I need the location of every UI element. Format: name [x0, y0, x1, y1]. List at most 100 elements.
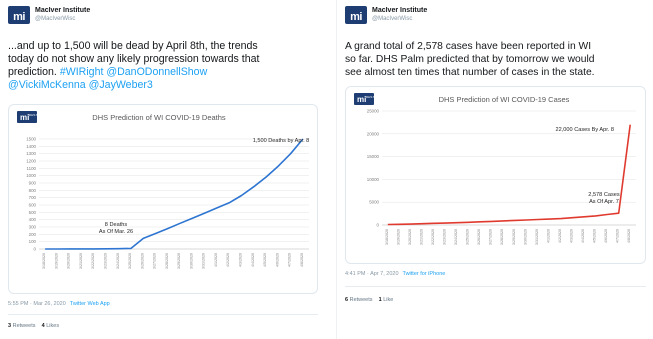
- y-tick-label: 0: [34, 247, 37, 252]
- x-tick-label: 3/24/2020: [116, 253, 120, 269]
- likes-stat[interactable]: 4 Likes: [41, 323, 60, 329]
- y-tick-label: 100: [29, 239, 37, 244]
- x-tick-label: 3/31/2020: [202, 253, 206, 269]
- chart-logo-text: mi: [357, 95, 366, 104]
- x-tick-label: 3/20/2020: [67, 253, 71, 269]
- tweet-text-line: see almost ten times that number of case…: [345, 67, 595, 78]
- deaths-chart: mi DHS Model DHS Prediction of WI COVID-19…: [17, 111, 310, 269]
- tweet-text-line: prediction. #WIRight @DanODonnellShow: [8, 66, 208, 78]
- y-tick-label: 0: [377, 223, 380, 228]
- retweets-stat[interactable]: 3 Retweets: [8, 323, 36, 329]
- tweet-timestamp[interactable]: 4:41 PM · Apr 7, 2020 Twitter for iPhone: [345, 271, 446, 277]
- x-tick-label: 4/2/2020: [558, 229, 562, 243]
- x-tick-label: 3/19/2020: [396, 229, 400, 245]
- tweet-timestamp[interactable]: 5:55 PM · Mar 26, 2020 Twitter Web App: [8, 301, 110, 307]
- y-tick-label: 800: [29, 188, 37, 193]
- y-tick-label: 1200: [26, 159, 36, 164]
- chart-logo-text: mi: [20, 113, 29, 122]
- y-tick-label: 20000: [367, 131, 380, 136]
- x-tick-label: 3/30/2020: [523, 229, 527, 245]
- x-tick-label: 3/22/2020: [431, 229, 435, 245]
- chart-annotation: 8 Deaths: [105, 222, 128, 228]
- author-name[interactable]: MacIver Institute: [35, 7, 91, 14]
- chart-annotation: 1,500 Deaths by Apr. 8: [253, 138, 310, 144]
- chart-title: DHS Prediction of WI COVID-19 Cases: [439, 95, 570, 104]
- x-tick-label: 3/28/2020: [500, 229, 504, 245]
- avatar[interactable]: mi: [8, 6, 30, 24]
- x-tick-label: 3/26/2020: [140, 253, 144, 269]
- x-tick-label: 3/23/2020: [104, 253, 108, 269]
- chart-logo-sub: DHS Model: [366, 95, 382, 99]
- x-tick-label: 4/4/2020: [581, 229, 585, 243]
- tweet-text-line: today do not show any likely progression…: [8, 53, 260, 65]
- author-handle[interactable]: @MacIverWisc: [35, 16, 76, 22]
- tweet-header: mi MacIver Institute @MacIverWisc: [345, 4, 427, 26]
- tweet-header: mi MacIver Institute @MacIverWisc: [8, 4, 90, 26]
- y-tick-label: 1300: [26, 151, 36, 156]
- x-tick-label: 4/5/2020: [593, 229, 597, 243]
- x-tick-label: 3/20/2020: [408, 229, 412, 245]
- tweet-source-link[interactable]: Twitter for iPhone: [402, 271, 446, 277]
- avatar[interactable]: mi: [345, 6, 367, 24]
- author-handle[interactable]: @MacIverWisc: [372, 16, 413, 22]
- x-tick-label: 3/27/2020: [153, 253, 157, 269]
- x-tick-label: 4/6/2020: [275, 253, 279, 267]
- tweet-text-line: A grand total of 2,578 cases have been r…: [345, 41, 592, 52]
- x-tick-label: 3/28/2020: [165, 253, 169, 269]
- x-tick-label: 3/25/2020: [128, 253, 132, 269]
- x-tick-label: 3/18/2020: [385, 229, 389, 245]
- x-tick-label: 3/21/2020: [79, 253, 83, 269]
- x-tick-label: 3/24/2020: [454, 229, 458, 245]
- divider: [8, 314, 318, 315]
- x-tick-label: 3/25/2020: [466, 229, 470, 245]
- chart-annotation: As Of Apr. 7: [589, 199, 619, 205]
- x-tick-label: 4/3/2020: [239, 253, 243, 267]
- x-tick-label: 3/31/2020: [535, 229, 539, 245]
- mention-link[interactable]: @DanODonnellShow: [106, 66, 208, 78]
- mention-link[interactable]: @VickiMcKenna @JayWeber3: [8, 79, 153, 91]
- divider: [345, 286, 646, 287]
- chart-annotation: 2,578 Cases: [588, 192, 620, 198]
- tweet-text-line: ...and up to 1,500 will be dead by April…: [8, 40, 258, 52]
- y-tick-label: 600: [29, 203, 37, 208]
- x-tick-label: 4/1/2020: [546, 229, 550, 243]
- y-tick-label: 15000: [367, 154, 380, 159]
- y-tick-label: 200: [29, 232, 37, 237]
- tweet-text-line: so far. DHS Palm predicted that by tomor…: [345, 54, 595, 65]
- y-tick-label: 700: [29, 195, 37, 200]
- y-tick-label: 1000: [26, 173, 36, 178]
- chart-card[interactable]: mi DHS Model DHS Prediction of WI COVID-19…: [345, 86, 646, 264]
- y-tick-label: 1400: [26, 144, 36, 149]
- author-name[interactable]: MacIver Institute: [372, 7, 428, 14]
- chart-logo-sub: DHS Model: [29, 113, 45, 117]
- x-tick-label: 4/4/2020: [251, 253, 255, 267]
- retweets-stat[interactable]: 6 Retweets: [345, 297, 373, 303]
- chart-annotation: 22,000 Cases By Apr. 8: [556, 127, 614, 133]
- x-tick-label: 3/30/2020: [189, 253, 193, 269]
- cases-chart: mi DHS Model DHS Prediction of WI COVID-19…: [354, 93, 636, 245]
- x-tick-label: 4/6/2020: [604, 229, 608, 243]
- tweet-left: mi MacIver Institute @MacIverWisc ...and…: [0, 0, 326, 339]
- chart-card[interactable]: mi DHS Model DHS Prediction of WI COVID-19…: [8, 104, 318, 294]
- x-tick-label: 4/3/2020: [570, 229, 574, 243]
- tweet-body: ...and up to 1,500 will be dead by April…: [8, 40, 259, 92]
- series-line: [387, 124, 631, 226]
- series-line: [45, 138, 304, 250]
- y-tick-label: 1500: [26, 137, 36, 142]
- x-tick-label: 3/21/2020: [419, 229, 423, 245]
- tweet-source-link[interactable]: Twitter Web App: [69, 301, 110, 307]
- x-tick-label: 3/19/2020: [54, 253, 58, 269]
- chart-logo-icon: [354, 93, 374, 105]
- y-tick-label: 10000: [367, 177, 380, 182]
- x-tick-label: 3/23/2020: [443, 229, 447, 245]
- x-tick-label: 4/8/2020: [300, 253, 304, 267]
- x-tick-label: 4/2/2020: [226, 253, 230, 267]
- y-tick-label: 400: [29, 217, 37, 222]
- hashtag-link[interactable]: #WIRight: [59, 66, 104, 78]
- engagement-stats: 6 Retweets 1 Like: [345, 297, 393, 303]
- likes-stat[interactable]: 1 Like: [378, 297, 394, 303]
- chart-annotation: As Of Mar. 26: [99, 229, 133, 235]
- tweet-right: mi MacIver Institute @MacIverWisc A gran…: [336, 0, 653, 339]
- x-tick-label: 3/26/2020: [477, 229, 481, 245]
- x-tick-label: 4/1/2020: [214, 253, 218, 267]
